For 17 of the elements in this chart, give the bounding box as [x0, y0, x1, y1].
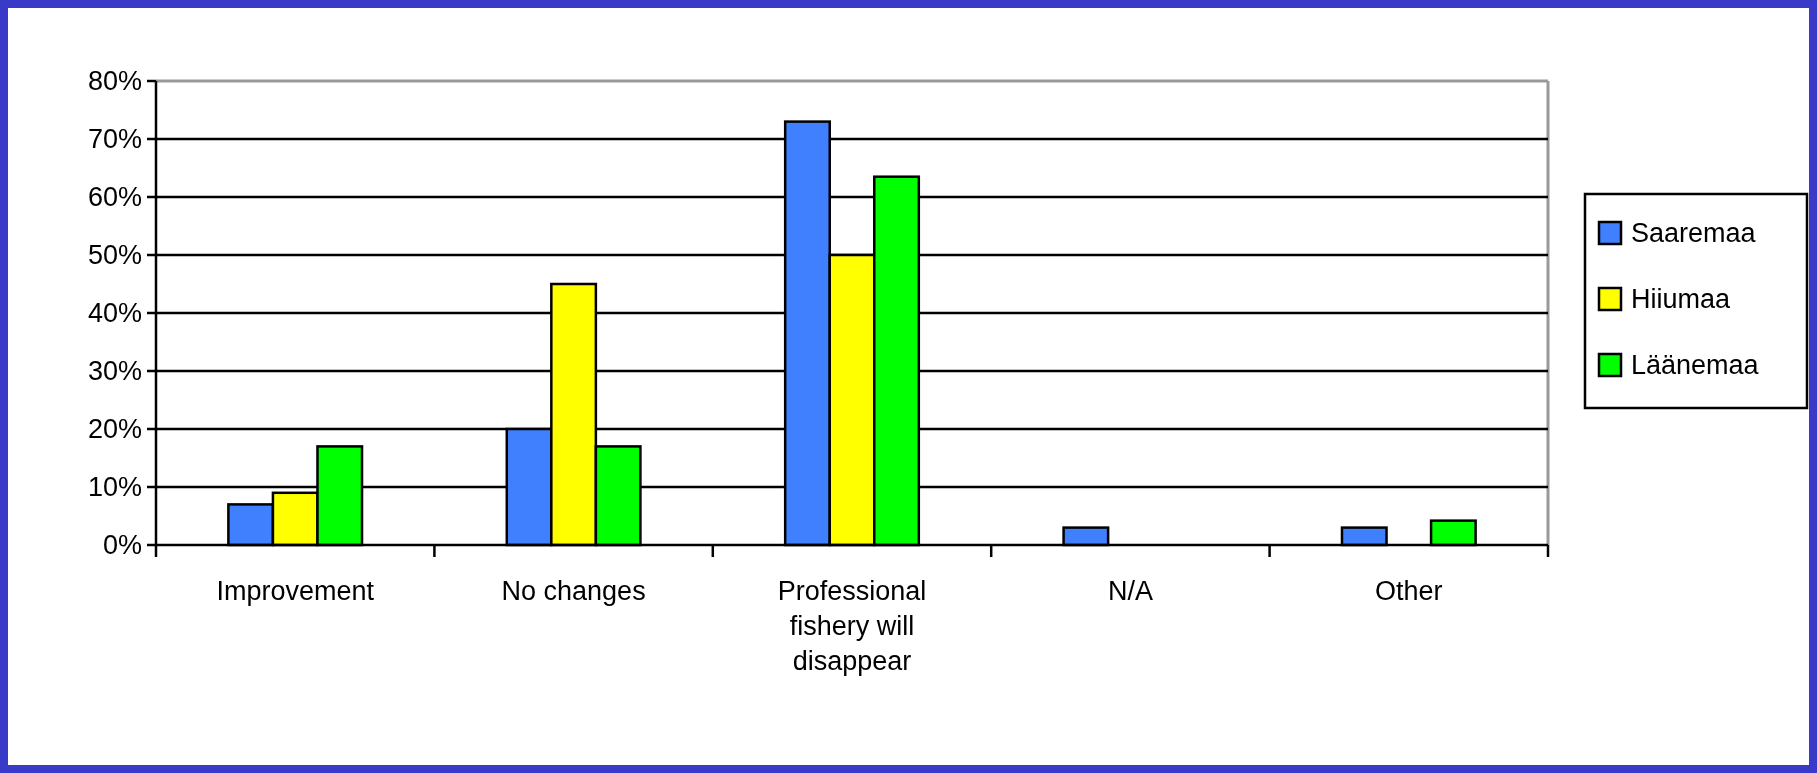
x-tick-label: Professional fishery will disappear	[777, 576, 927, 676]
y-tick-label: 30%	[87, 356, 142, 387]
y-tick-label: 10%	[87, 472, 142, 503]
x-tick-label: No changes	[501, 576, 646, 606]
y-tick-label: 20%	[87, 414, 142, 445]
x-tick-label: Other	[1375, 576, 1443, 606]
legend-label: Läänemaa	[1631, 350, 1760, 381]
y-tick-label: 40%	[87, 298, 142, 329]
legend-label: Saaremaa	[1631, 218, 1757, 249]
y-tick-label: 80%	[87, 66, 142, 97]
x-tick-label: N/A	[1107, 576, 1153, 606]
y-tick-label: 0%	[102, 530, 142, 561]
y-tick-label: 70%	[87, 124, 142, 155]
x-tick-label: Improvement	[216, 576, 375, 606]
y-tick-label: 60%	[87, 182, 142, 213]
legend-label: Hiiumaa	[1631, 284, 1732, 315]
y-tick-label: 50%	[87, 240, 142, 271]
